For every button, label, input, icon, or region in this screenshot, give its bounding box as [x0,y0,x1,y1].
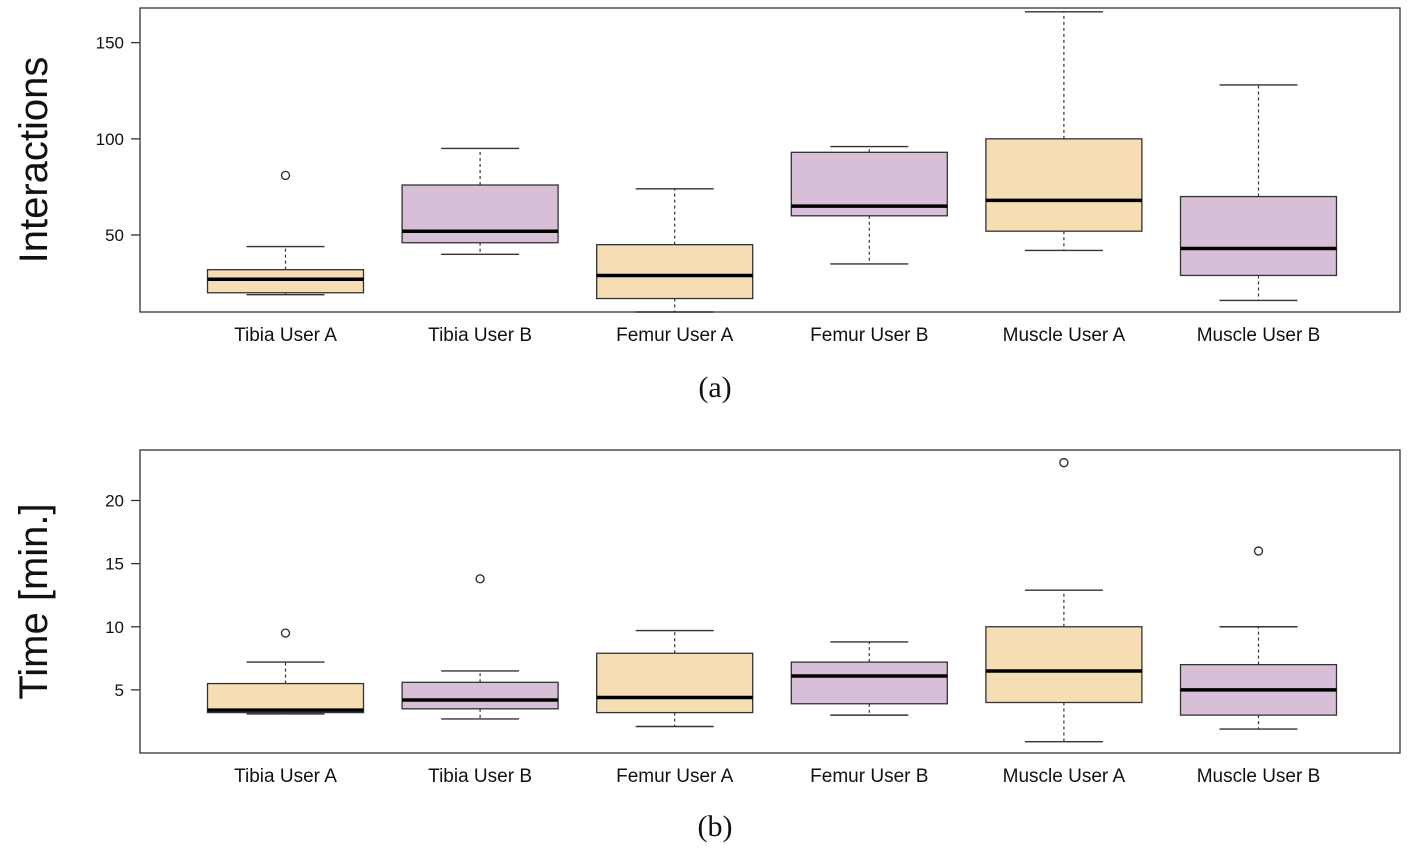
outlier-point [1253,546,1264,556]
iqr-box [206,269,365,294]
x-tick-label: Femur User B [810,766,928,787]
y-tick-label: 50 [105,226,124,245]
x-tick-label: Tibia User B [428,766,532,787]
box-tibia-user-a [206,628,365,715]
y-tick-label: 15 [105,555,124,574]
x-tick-label: Femur User A [616,325,734,346]
box-femur-user-a [596,629,754,728]
x-tick-label: Muscle User B [1197,766,1321,787]
y-tick-label: 20 [105,492,124,511]
x-tick-label: Tibia User A [234,766,337,787]
outlier-point [475,574,485,584]
iqr-box [790,661,948,705]
outlier-point [1059,457,1069,468]
iqr-box [985,626,1143,704]
x-tick-label: Muscle User B [1197,325,1321,346]
iqr-box [985,138,1143,232]
box-tibia-user-b [401,574,559,720]
x-tick-label: Femur User B [810,325,928,346]
x-tick-label: Muscle User A [1003,766,1126,787]
y-axis-label: Time [min.] [12,503,56,699]
x-tick-label: Tibia User B [428,325,532,346]
iqr-box [206,682,365,714]
y-tick-label: 10 [105,618,124,637]
plot-frame [139,449,1401,754]
box-femur-user-b [790,145,948,265]
outlier-point [280,170,291,181]
box-muscle-user-b [1179,546,1338,730]
iqr-box [596,244,754,300]
box-tibia-user-a [206,170,365,296]
box-muscle-user-a [985,11,1143,252]
y-tick-label: 150 [96,34,124,53]
box-muscle-user-a [985,457,1143,743]
panel-b: 5 10 15 20 Time [min.] Tibia User A Tibia User… [12,449,1401,843]
iqr-box [401,184,559,244]
panel-caption: (a) [698,371,731,404]
y-axis-label: Interactions [12,57,56,264]
box-muscle-user-b [1179,84,1338,302]
x-tick-label: Tibia User A [234,325,337,346]
plot-frame [139,7,1401,313]
x-tick-label: Femur User A [616,766,734,787]
iqr-box [401,681,559,710]
box-femur-user-a [596,188,754,313]
y-tick-label: 100 [96,130,124,149]
panel-caption: (b) [698,810,733,843]
box-femur-user-b [790,641,948,716]
box-tibia-user-b [401,147,559,255]
iqr-box [1179,195,1338,277]
y-tick-label: 5 [115,681,124,700]
outlier-point [280,628,291,638]
iqr-box [596,652,754,714]
panel-a: 50 100 150 Interactions Tibia User A Tibia Us… [12,7,1401,404]
x-tick-label: Muscle User A [1003,325,1126,346]
